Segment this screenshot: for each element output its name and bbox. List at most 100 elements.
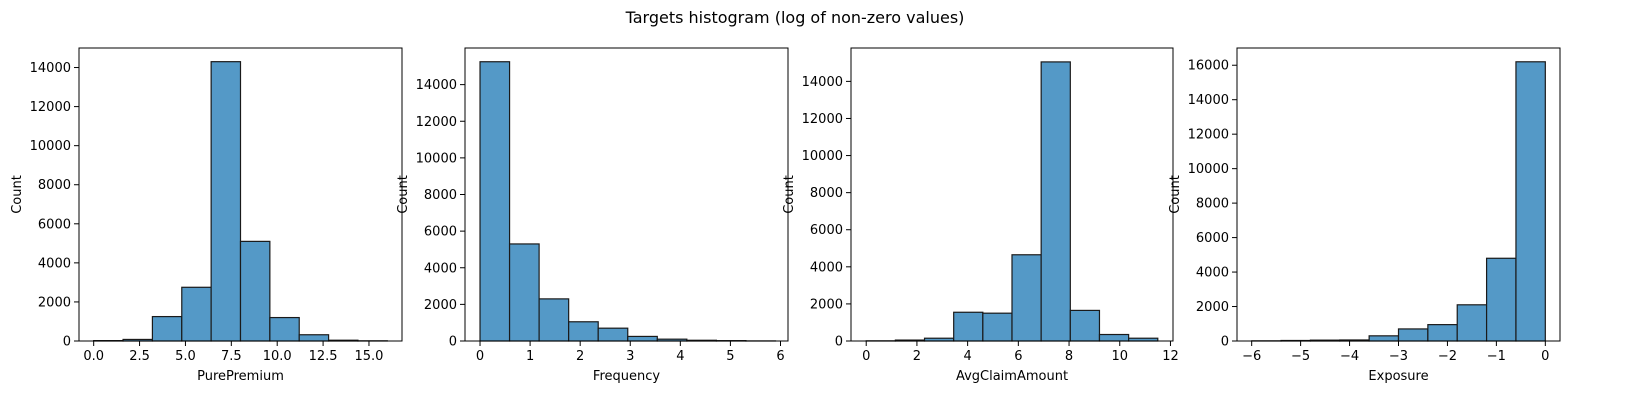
x-tick-label: −6	[1242, 349, 1261, 364]
x-axis-label: Frequency	[593, 369, 660, 384]
histogram-bar	[1456, 304, 1488, 342]
x-tick-label: 12	[1162, 349, 1179, 364]
y-tick-label: 12000	[802, 112, 843, 127]
histogram-bar	[151, 315, 183, 342]
x-axis-label: Exposure	[1368, 369, 1428, 384]
x-tick-label: 8	[1065, 349, 1073, 364]
histogram-bar	[1069, 309, 1101, 342]
x-tick-label: 10.0	[263, 349, 292, 364]
y-tick-label: 14000	[1188, 93, 1229, 108]
y-tick-label: 10000	[416, 151, 457, 166]
y-tick-label: 0	[449, 335, 457, 350]
y-tick-label: 16000	[1188, 59, 1229, 74]
histogram-bar	[538, 298, 570, 342]
x-axis-label: AvgClaimAmount	[956, 369, 1068, 384]
x-tick-label: 5.0	[175, 349, 196, 364]
histogram-panel-4: −6 −5 −4 −3 −2 −1 0 0 2000 4000 6000 8000 10000 12000…	[1168, 47, 1561, 384]
x-tick-label: 2.5	[129, 349, 150, 364]
histogram-bar	[269, 316, 300, 342]
axes-frame	[850, 47, 1174, 342]
histogram-bar	[1098, 333, 1130, 342]
histogram-bar	[1485, 257, 1517, 342]
y-tick-label: 0	[835, 335, 843, 350]
x-tick-label: 0	[1541, 349, 1549, 364]
y-tick-label: 0	[1221, 335, 1229, 350]
y-tick-label: 2000	[810, 297, 843, 312]
x-tick-label: 3	[626, 349, 634, 364]
y-tick-label: 2000	[424, 298, 457, 313]
x-tick-label: −3	[1389, 349, 1408, 364]
histogram-bar	[627, 335, 658, 342]
x-tick-label: 4	[676, 349, 684, 364]
x-tick-label: 15.0	[354, 349, 383, 364]
x-tick-label: 4	[963, 349, 971, 364]
y-tick-label: 8000	[1196, 197, 1229, 212]
x-tick-label: 1	[526, 349, 534, 364]
y-tick-label: 10000	[30, 139, 71, 154]
histogram-bar	[508, 243, 540, 342]
y-tick-label: 4000	[1196, 266, 1229, 281]
histogram-bar	[1397, 328, 1429, 342]
y-tick-label: 4000	[810, 260, 843, 275]
x-tick-label: 10	[1111, 349, 1128, 364]
x-tick-label: −4	[1340, 349, 1359, 364]
y-tick-label: 4000	[38, 256, 71, 271]
x-tick-label: 12.5	[309, 349, 338, 364]
x-tick-label: −2	[1438, 349, 1457, 364]
y-tick-label: 14000	[802, 75, 843, 90]
y-axis-label: Count	[782, 175, 797, 214]
y-tick-label: 12000	[416, 115, 457, 130]
histogram-bar	[953, 311, 984, 342]
histogram-bar	[982, 312, 1013, 342]
histogram-bar	[479, 61, 511, 342]
x-tick-label: 6	[1014, 349, 1022, 364]
histogram-bar	[298, 334, 330, 342]
x-axis-label: PurePremium	[197, 369, 284, 384]
x-tick-label: 0.0	[83, 349, 104, 364]
histogram-bar	[239, 240, 271, 342]
y-tick-label: 14000	[416, 78, 457, 93]
y-tick-label: 10000	[1188, 162, 1229, 177]
y-tick-label: 6000	[1196, 231, 1229, 246]
histogram-panel-2: 0 1 2 3 4 5 6 0 2000 4000 6000 8000 10000 12000 14000 F…	[396, 47, 789, 384]
histogram-bar	[568, 321, 599, 342]
histogram-bar	[1427, 324, 1458, 342]
histogram-bar	[210, 61, 242, 342]
axes-frame	[78, 47, 403, 342]
x-tick-label: −1	[1487, 349, 1506, 364]
histogram-bar	[1011, 254, 1042, 342]
x-tick-label: 5	[726, 349, 734, 364]
figure-title: Targets histogram (log of non-zero value…	[625, 8, 965, 27]
x-tick-label: 7.5	[221, 349, 242, 364]
histogram-bar	[1515, 61, 1546, 342]
y-axis-label: Count	[396, 175, 411, 214]
y-tick-label: 6000	[38, 217, 71, 232]
y-tick-label: 0	[63, 335, 71, 350]
histogram-bar	[1040, 61, 1071, 342]
y-tick-label: 12000	[30, 100, 71, 115]
y-tick-label: 12000	[1188, 128, 1229, 143]
x-tick-label: −5	[1291, 349, 1310, 364]
histogram-bar	[181, 286, 212, 342]
histogram-bar	[1368, 335, 1400, 342]
y-tick-label: 4000	[424, 261, 457, 276]
y-tick-label: 14000	[30, 61, 71, 76]
x-tick-label: 2	[913, 349, 921, 364]
y-tick-label: 8000	[810, 186, 843, 201]
y-tick-label: 8000	[38, 178, 71, 193]
y-tick-label: 8000	[424, 188, 457, 203]
y-tick-label: 2000	[1196, 300, 1229, 315]
histogram-panel-1: 0.0 2.5 5.0 7.5 10.0 12.5 15.0 0 2000 4000 6000 800…	[10, 47, 403, 384]
histogram-panel-3: 0 2 4 6 8 10 12 0 2000 4000 6000 8000 10000 12000 1400…	[782, 47, 1179, 384]
y-axis-label: Count	[1168, 175, 1183, 214]
x-tick-label: 0	[476, 349, 484, 364]
y-tick-label: 6000	[424, 225, 457, 240]
histogram-bar	[597, 327, 629, 342]
y-tick-label: 6000	[810, 223, 843, 238]
y-tick-label: 10000	[802, 149, 843, 164]
y-tick-label: 2000	[38, 295, 71, 310]
x-tick-label: 6	[776, 349, 784, 364]
x-tick-label: 0	[862, 349, 870, 364]
x-tick-label: 2	[576, 349, 584, 364]
